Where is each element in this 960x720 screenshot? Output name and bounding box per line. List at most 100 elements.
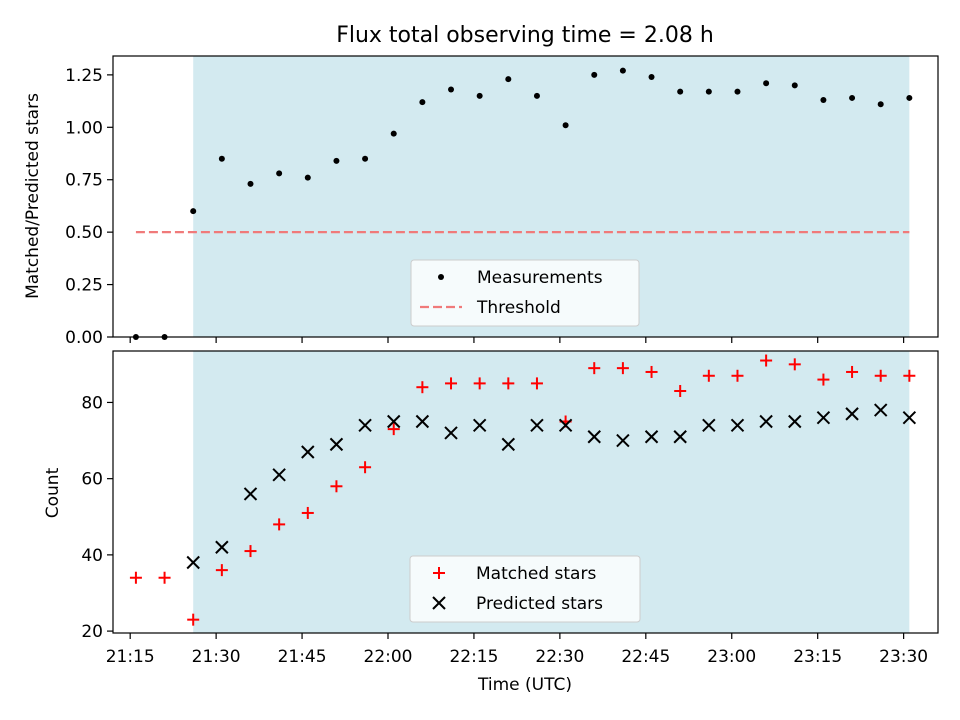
matched-stars-point <box>588 362 601 375</box>
matched-stars-point <box>530 377 543 390</box>
predicted-stars-point <box>816 410 831 425</box>
matched-stars-point <box>502 377 515 390</box>
predicted-stars-point <box>902 410 917 425</box>
top-y-axis-label: Matched/Predicted stars <box>23 93 43 299</box>
xtick-label: 23:15 <box>793 647 842 667</box>
xtick-label: 21:15 <box>106 647 155 667</box>
matched-stars-point <box>158 571 171 584</box>
measurement-point <box>906 94 913 101</box>
top-ytick-label: 1.00 <box>65 118 103 138</box>
legend-predicted-marker <box>432 596 446 610</box>
bottom-y-axis-label: Count <box>43 467 63 518</box>
legend-measurements-marker <box>438 274 444 280</box>
bottom-legend: Matched stars Predicted stars <box>409 555 641 623</box>
xtick-label: 23:30 <box>879 647 928 667</box>
predicted-stars-point <box>387 414 401 429</box>
bottom-ytick-label: 20 <box>81 622 103 642</box>
predicted-stars-point <box>759 414 773 429</box>
predicted-stars-point <box>415 414 430 429</box>
legend-measurements-label: Measurements <box>477 268 603 288</box>
predicted-stars-point <box>358 418 372 433</box>
predicted-stars-point <box>329 437 344 452</box>
matched-stars-point <box>387 423 400 436</box>
xtick-label: 22:45 <box>621 647 670 667</box>
predicted-stars-point <box>673 430 687 444</box>
predicted-stars-point <box>186 555 200 570</box>
predicted-stars-point <box>845 407 859 421</box>
predicted-stars-point <box>558 418 573 433</box>
predicted-stars-point <box>272 468 286 482</box>
matched-stars-point <box>187 613 200 626</box>
measurement-point <box>276 170 283 177</box>
matched-stars-point <box>846 365 859 378</box>
measurement-point <box>533 92 540 99</box>
measurement-point <box>791 82 798 89</box>
top-panel: 0.00 0.25 0.50 0.75 1.00 1.25 Matched/Predict… <box>23 55 939 348</box>
matched-stars-point <box>473 377 486 390</box>
legend-matched-marker <box>433 567 445 579</box>
measurement-point <box>419 99 426 106</box>
matched-stars-point <box>760 354 773 367</box>
matched-stars-point <box>645 365 658 378</box>
matched-stars-point <box>702 369 715 382</box>
matched-stars-point <box>330 480 343 493</box>
matched-stars-point <box>874 369 887 382</box>
measurement-point <box>190 208 197 215</box>
measurement-point <box>820 97 827 104</box>
xtick-label: 22:30 <box>535 647 584 667</box>
measurement-point <box>390 130 397 137</box>
matched-stars-point <box>903 369 916 382</box>
bottom-legend-frame <box>409 555 641 623</box>
predicted-stars-point <box>472 418 487 433</box>
bottom-axes-frame <box>112 350 939 634</box>
top-ytick-label: 0.75 <box>65 171 103 191</box>
matched-stars-point <box>817 373 830 386</box>
measurement-point <box>619 67 626 74</box>
matched-stars-point <box>674 385 687 398</box>
predicted-stars-point <box>301 445 315 459</box>
bottom-panel: 20 40 60 80 21:15 21:30 21:45 22:00 22:15 22:30 2… <box>43 350 939 695</box>
matched-stars-point <box>215 564 228 577</box>
measurement-point <box>591 71 598 78</box>
measurement-point <box>476 92 483 99</box>
predicted-stars-point <box>530 418 544 433</box>
measurement-point <box>448 86 455 93</box>
measurement-point <box>677 88 684 95</box>
matched-stars-point <box>445 377 458 390</box>
matched-stars-point <box>788 358 801 371</box>
top-legend-frame <box>410 259 640 327</box>
matched-stars-point <box>359 461 372 474</box>
matched-stars-point <box>129 571 142 584</box>
measurement-point <box>218 155 225 162</box>
measurement-point <box>734 88 741 95</box>
predicted-stars-point <box>788 414 802 429</box>
measurement-point <box>362 155 369 162</box>
x-axis-label: Time (UTC) <box>477 675 572 695</box>
measurement-point <box>333 157 340 164</box>
xtick-label: 23:00 <box>707 647 756 667</box>
measurement-point <box>247 180 254 187</box>
top-ytick-label: 0.25 <box>65 276 103 296</box>
matched-stars-point <box>731 369 744 382</box>
predicted-stars-point <box>730 418 745 433</box>
bottom-ytick-label: 60 <box>81 470 103 490</box>
predicted-stars-point <box>702 418 716 433</box>
xtick-label: 21:30 <box>192 647 241 667</box>
predicted-stars-point <box>501 437 516 452</box>
measurement-point <box>849 94 856 101</box>
xtick-label: 22:00 <box>364 647 413 667</box>
predicted-stars-point <box>874 403 888 417</box>
legend-matched-label: Matched stars <box>476 564 596 584</box>
matched-stars-point <box>273 518 286 531</box>
measurement-point <box>877 101 884 108</box>
top-ytick-label: 0.50 <box>65 223 103 243</box>
top-ytick-label: 0.00 <box>65 328 103 348</box>
top-ytick-label: 1.25 <box>65 66 103 86</box>
matched-stars-point <box>416 381 429 394</box>
measurement-point <box>304 174 311 181</box>
matched-stars-point <box>244 545 257 558</box>
legend-threshold-label: Threshold <box>476 298 561 318</box>
predicted-stars-point <box>644 430 659 444</box>
measurement-point <box>763 80 770 87</box>
